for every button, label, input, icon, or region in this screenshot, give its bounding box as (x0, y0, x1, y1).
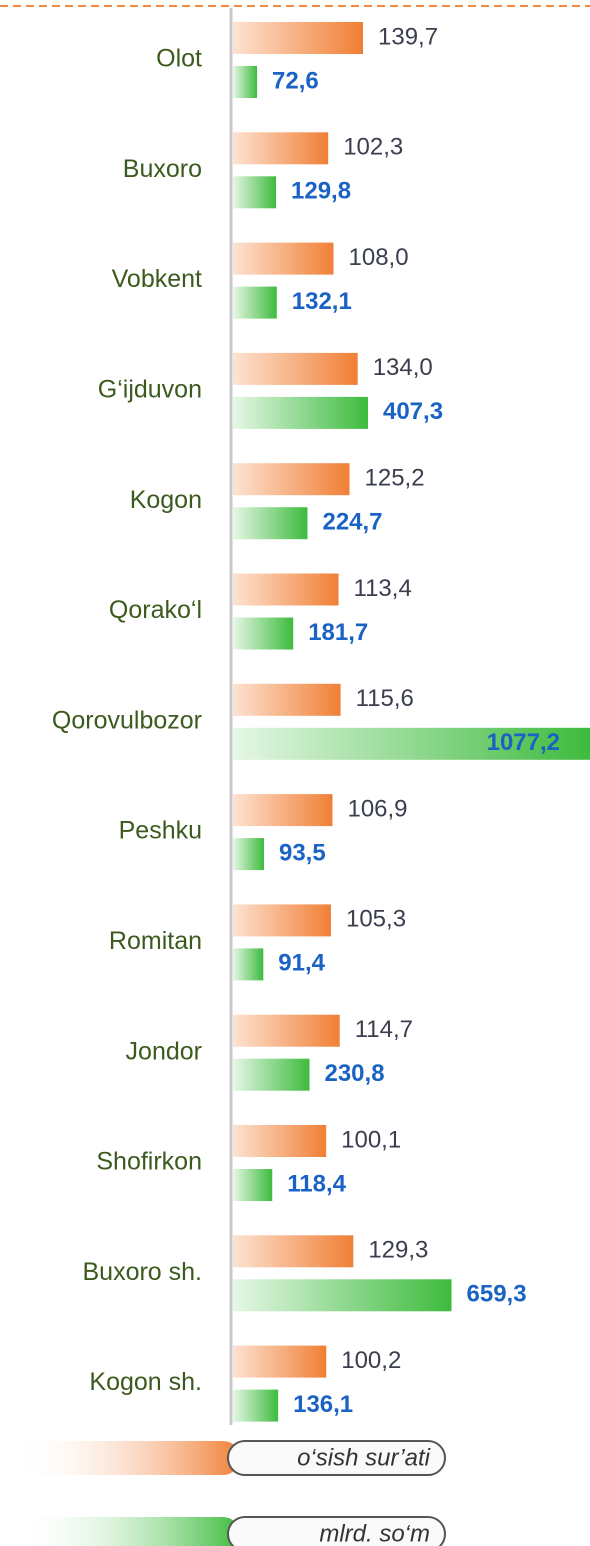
value-label: 659,3 (467, 1281, 527, 1308)
bar (233, 904, 331, 937)
bar (233, 1389, 279, 1422)
bar (233, 242, 334, 275)
value-label: 113,4 (354, 575, 412, 602)
category-label: Buxoro sh. (82, 1258, 202, 1286)
category-label: Qorako‘l (109, 596, 202, 624)
value-label: 106,9 (347, 795, 407, 822)
legend-swatch (15, 1517, 240, 1546)
bar (233, 573, 339, 606)
bar (233, 794, 333, 827)
value-label: 93,5 (279, 839, 326, 866)
value-label: 108,0 (349, 244, 409, 271)
category-label: Jondor (126, 1037, 202, 1065)
bar (233, 463, 350, 496)
bar (233, 352, 358, 385)
bar (233, 132, 329, 165)
bar (233, 1279, 452, 1312)
bar (233, 286, 277, 319)
value-label: 114,7 (355, 1016, 413, 1043)
bar (233, 727, 590, 760)
value-label: 407,3 (383, 398, 443, 425)
bar (233, 1169, 273, 1201)
value-label: 134,0 (373, 354, 433, 381)
bar (233, 948, 264, 981)
value-label: 100,1 (341, 1126, 401, 1153)
value-label: 230,8 (324, 1060, 384, 1087)
bar (233, 838, 264, 871)
value-label: 224,7 (322, 509, 382, 536)
value-label: 72,6 (272, 67, 319, 94)
legend-label: o‘sish sur’ati (297, 1444, 431, 1471)
category-label: Romitan (109, 927, 202, 955)
value-label: 129,3 (368, 1237, 428, 1264)
bar (233, 22, 363, 54)
value-label: 118,4 (287, 1170, 346, 1197)
bar (233, 1125, 327, 1157)
bar (233, 66, 258, 98)
bar (233, 176, 277, 209)
bar (233, 1235, 354, 1268)
bar (233, 1345, 327, 1378)
value-label: 105,3 (346, 906, 406, 933)
legend-pill (227, 1516, 446, 1546)
category-label: Kogon sh. (89, 1368, 202, 1396)
category-label: Kogon (130, 486, 202, 514)
value-label: 129,8 (291, 178, 351, 205)
bar (233, 507, 308, 540)
bar (233, 396, 368, 429)
bar (233, 683, 341, 716)
value-label: 102,3 (343, 134, 403, 161)
value-label: 136,1 (293, 1391, 353, 1418)
category-label: Qorovulbozor (52, 706, 202, 734)
bar (233, 617, 294, 650)
category-label: Buxoro (123, 155, 202, 183)
bar (233, 1058, 310, 1091)
legend-swatch (15, 1441, 240, 1475)
value-label: 91,4 (278, 950, 325, 977)
value-label: 139,7 (378, 23, 438, 50)
category-label: Peshku (119, 817, 202, 845)
bar (233, 1014, 340, 1047)
value-label: 1077,2 (487, 729, 560, 756)
value-label: 125,2 (365, 465, 425, 492)
category-label: G‘ijduvon (98, 376, 202, 404)
category-label: Shofirkon (96, 1148, 202, 1176)
legend-label: mlrd. so‘m (319, 1520, 430, 1546)
value-label: 115,6 (356, 685, 414, 712)
value-label: 181,7 (308, 619, 368, 646)
legend-pill (227, 1440, 446, 1476)
value-label: 100,2 (341, 1347, 401, 1374)
category-label: Vobkent (112, 265, 202, 293)
value-label: 132,1 (292, 288, 352, 315)
category-label: Olot (156, 45, 202, 73)
